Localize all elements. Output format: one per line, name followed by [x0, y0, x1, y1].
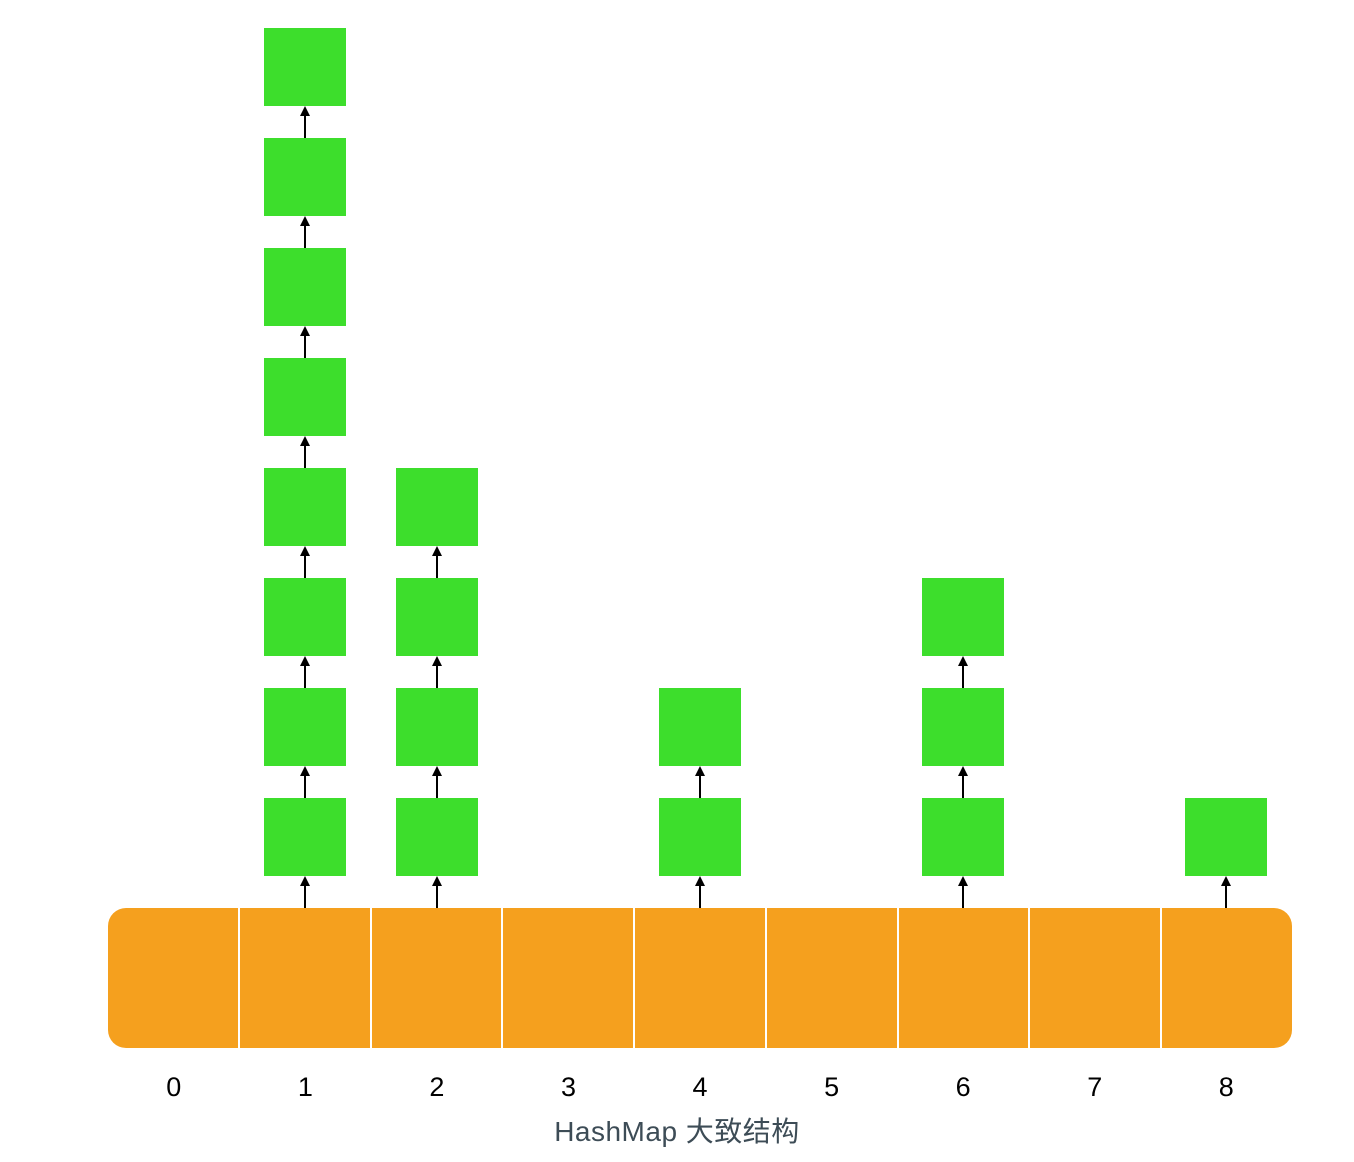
arrow-stem: [435, 776, 438, 798]
bucket-index-label: 1: [297, 1072, 313, 1102]
entry-node: [264, 138, 347, 216]
next-pointer-arrow-icon: [300, 106, 311, 138]
arrowhead-icon: [431, 656, 442, 666]
arrow-stem: [304, 446, 307, 468]
arrowhead-icon: [300, 546, 311, 556]
arrow-stem: [304, 556, 307, 578]
next-pointer-arrow-icon: [300, 436, 311, 468]
bucket-cell-6: [899, 908, 1031, 1048]
bucket-cell-4: [635, 908, 767, 1048]
entry-node: [922, 578, 1005, 656]
bucket-chain-8: [1185, 798, 1268, 908]
arrow-stem: [304, 116, 307, 138]
arrow-stem: [304, 886, 307, 908]
bucket-cell-8: [1162, 908, 1292, 1048]
bucket-cell-3: [503, 908, 636, 1048]
bucket-index-label: 8: [1218, 1072, 1234, 1102]
entry-node: [264, 688, 347, 766]
entry-node: [264, 578, 347, 656]
next-pointer-arrow-icon: [695, 766, 705, 798]
arrowhead-icon: [300, 106, 311, 116]
arrow-stem: [435, 556, 438, 578]
next-pointer-arrow-icon: [431, 876, 442, 908]
next-pointer-arrow-icon: [300, 216, 311, 248]
arrowhead-icon: [1221, 876, 1232, 886]
bucket-cell-5: [767, 908, 899, 1048]
entry-node: [264, 358, 347, 436]
bucket-array: [108, 908, 1292, 1048]
arrowhead-icon: [300, 876, 311, 886]
arrow-stem: [304, 776, 307, 798]
entry-node: [264, 798, 347, 876]
next-pointer-arrow-icon: [431, 546, 442, 578]
entry-node: [395, 798, 478, 876]
bucket-index-label: 6: [955, 1072, 971, 1102]
bucket-index-label: 2: [429, 1072, 445, 1102]
next-pointer-arrow-icon: [300, 326, 311, 358]
entry-node: [1185, 798, 1268, 876]
next-pointer-arrow-icon: [958, 876, 969, 908]
arrow-stem: [699, 776, 701, 798]
arrowhead-icon: [695, 766, 705, 776]
entry-node: [922, 798, 1005, 876]
bucket-chain-6: [922, 578, 1005, 908]
arrow-stem: [1225, 886, 1228, 908]
entry-node: [395, 468, 478, 546]
bucket-index-label: 4: [692, 1072, 708, 1102]
entry-node: [395, 688, 478, 766]
next-pointer-arrow-icon: [958, 656, 969, 688]
next-pointer-arrow-icon: [300, 766, 311, 798]
next-pointer-arrow-icon: [695, 876, 705, 908]
arrowhead-icon: [300, 326, 311, 336]
bucket-index-label: 0: [166, 1072, 182, 1102]
bucket-chain-2: [395, 468, 478, 908]
index-labels: 0 1 2 3 4 5 6 7 8: [108, 1064, 1292, 1103]
next-pointer-arrow-icon: [958, 766, 969, 798]
arrowhead-icon: [300, 216, 311, 226]
arrowhead-icon: [958, 656, 969, 666]
bucket-cell-7: [1030, 908, 1163, 1048]
arrow-stem: [435, 666, 438, 688]
arrow-stem: [699, 886, 701, 908]
arrowhead-icon: [431, 766, 442, 776]
entry-node: [922, 688, 1005, 766]
arrow-stem: [304, 666, 307, 688]
arrow-stem: [304, 336, 307, 358]
arrowhead-icon: [958, 876, 969, 886]
next-pointer-arrow-icon: [300, 546, 311, 578]
next-pointer-arrow-icon: [300, 656, 311, 688]
entry-node: [264, 248, 347, 326]
next-pointer-arrow-icon: [431, 766, 442, 798]
arrow-stem: [962, 666, 965, 688]
caption: HashMap 大致结构: [554, 1116, 800, 1147]
next-pointer-arrow-icon: [1221, 876, 1232, 908]
arrow-stem: [304, 226, 307, 248]
arrowhead-icon: [300, 436, 311, 446]
bucket-index-label: 5: [824, 1072, 840, 1102]
entry-node: [659, 688, 741, 766]
arrow-stem: [962, 776, 965, 798]
arrow-stem: [435, 886, 438, 908]
arrowhead-icon: [300, 656, 311, 666]
arrowhead-icon: [958, 766, 969, 776]
bucket-cell-1: [240, 908, 372, 1048]
arrowhead-icon: [431, 876, 442, 886]
bucket-cell-0: [108, 908, 240, 1048]
entry-node: [395, 578, 478, 656]
arrowhead-icon: [431, 546, 442, 556]
bucket-chain-1: [264, 28, 347, 908]
arrow-stem: [962, 886, 965, 908]
bucket-chain-4: [659, 688, 741, 908]
entry-node: [659, 798, 741, 876]
bucket-cell-2: [372, 908, 504, 1048]
next-pointer-arrow-icon: [431, 656, 442, 688]
entry-node: [264, 468, 347, 546]
bucket-index-label: 3: [560, 1072, 576, 1102]
next-pointer-arrow-icon: [300, 876, 311, 908]
arrowhead-icon: [695, 876, 705, 886]
entry-node: [264, 28, 347, 106]
arrowhead-icon: [300, 766, 311, 776]
bucket-index-label: 7: [1087, 1072, 1103, 1102]
